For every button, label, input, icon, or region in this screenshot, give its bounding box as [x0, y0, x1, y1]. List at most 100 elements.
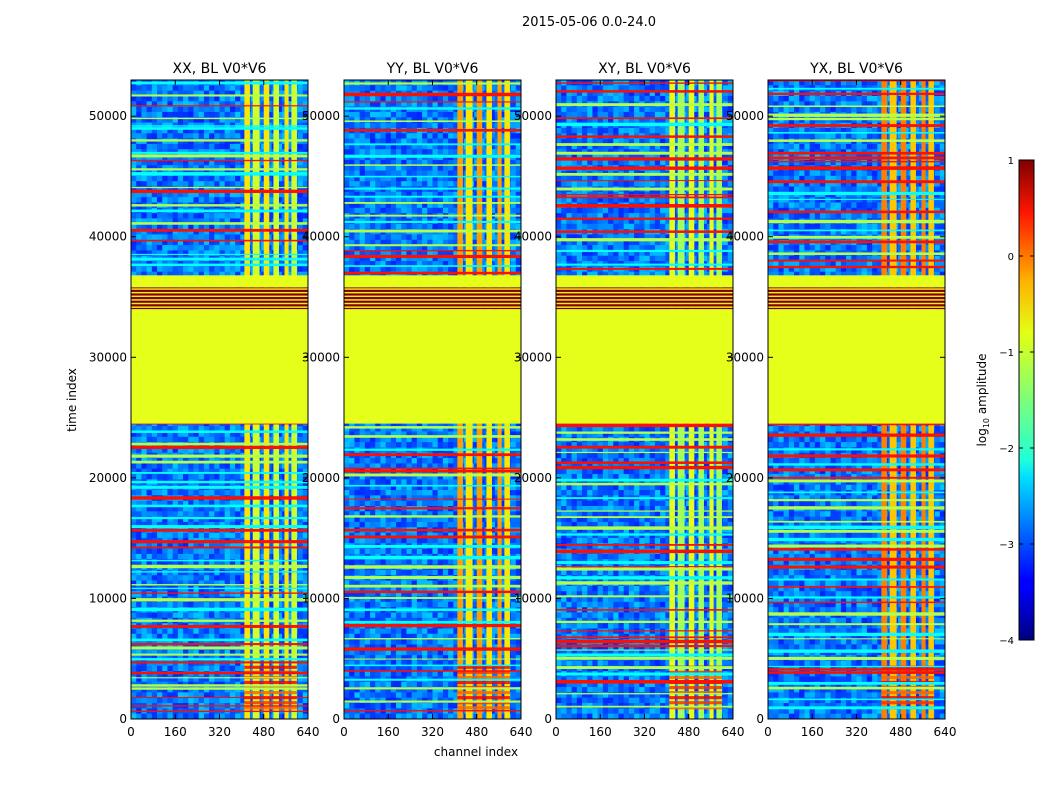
- noise-cell: [193, 665, 200, 672]
- noise-cell: [437, 181, 444, 188]
- noise-cell: [136, 655, 143, 662]
- noise-cell: [354, 197, 361, 204]
- noise-cell: [276, 521, 283, 528]
- noise-cell: [172, 500, 179, 507]
- noise-cell: [151, 548, 158, 555]
- noise-cell: [229, 191, 236, 198]
- noise-cell: [188, 548, 195, 555]
- noise-cell: [209, 516, 215, 523]
- noise-cell: [193, 447, 200, 454]
- noise-cell: [167, 234, 174, 241]
- noise-cell: [214, 218, 221, 225]
- noise-cell: [229, 655, 236, 662]
- noise-cell: [209, 213, 215, 220]
- noise-cell: [188, 127, 195, 134]
- noise-cell: [172, 532, 179, 539]
- flagged-row-line: [131, 117, 308, 120]
- flagged-row-line: [131, 94, 308, 97]
- noise-cell: [151, 580, 158, 587]
- noise-cell: [193, 628, 200, 635]
- noise-cell: [229, 127, 236, 134]
- noise-cell: [240, 559, 247, 566]
- noise-cell: [141, 271, 148, 278]
- noise-cell: [297, 229, 304, 236]
- noise-cell: [510, 143, 517, 150]
- noise-cell: [224, 639, 231, 646]
- noise-cell: [209, 250, 215, 257]
- noise-cell: [297, 213, 304, 220]
- noise-cell: [172, 516, 179, 523]
- noise-cell: [146, 468, 153, 475]
- noise-cell: [198, 713, 205, 719]
- noise-cell: [302, 697, 308, 704]
- noise-cell: [151, 266, 158, 273]
- noise-cell: [188, 580, 195, 587]
- noise-cell: [193, 250, 200, 257]
- noise-cell: [157, 692, 163, 699]
- noise-cell: [198, 569, 205, 576]
- noise-cell: [390, 149, 397, 156]
- noise-cell: [489, 138, 496, 145]
- noise-cell: [276, 234, 283, 241]
- noise-cell: [344, 111, 350, 118]
- noise-cell: [214, 197, 221, 204]
- noise-cell: [162, 85, 169, 92]
- noise-cell: [136, 569, 143, 576]
- noise-cell: [131, 218, 137, 225]
- noise-cell: [162, 101, 169, 108]
- noise-cell: [198, 197, 205, 204]
- flag-range-stripe: [131, 299, 308, 301]
- noise-cell: [188, 569, 195, 576]
- noise-cell: [344, 191, 350, 198]
- flagged-row-line: [131, 625, 308, 628]
- noise-cell: [214, 506, 221, 512]
- noise-cell: [141, 655, 148, 662]
- noise-cell: [172, 543, 179, 550]
- noise-cell: [448, 159, 454, 166]
- noise-cell: [198, 676, 205, 683]
- noise-cell: [276, 697, 283, 704]
- noise-cell: [224, 223, 231, 230]
- noise-cell: [193, 532, 200, 539]
- noise-cell: [198, 95, 205, 102]
- noise-cell: [302, 543, 308, 550]
- noise-cell: [396, 191, 402, 198]
- noise-cell: [172, 117, 179, 124]
- noise-cell: [276, 601, 283, 608]
- noise-cell: [422, 181, 428, 188]
- noise-cell: [141, 569, 148, 576]
- noise-cell: [203, 713, 210, 719]
- noise-cell: [209, 245, 215, 251]
- noise-cell: [198, 521, 205, 528]
- noise-cell: [219, 500, 226, 507]
- noise-cell: [240, 633, 247, 640]
- flagged-row-line: [131, 186, 308, 189]
- noise-cell: [198, 239, 205, 246]
- flag-range-stripe: [131, 306, 308, 308]
- noise-cell: [406, 165, 413, 172]
- noise-cell: [448, 133, 454, 140]
- noise-cell: [162, 516, 169, 523]
- noise-cell: [177, 117, 184, 124]
- noise-cell: [214, 191, 221, 198]
- noise-cell: [229, 468, 236, 475]
- noise-cell: [203, 665, 210, 672]
- noise-cell: [146, 543, 153, 550]
- noise-cell: [214, 266, 221, 273]
- noise-cell: [489, 95, 496, 102]
- noise-cell: [448, 85, 454, 92]
- x-tick-label: 0: [127, 725, 135, 739]
- noise-cell: [240, 500, 247, 507]
- noise-cell: [219, 271, 226, 278]
- flag-range-block: [131, 309, 308, 424]
- noise-cell: [349, 149, 356, 156]
- noise-cell: [287, 649, 293, 656]
- noise-cell: [359, 175, 366, 182]
- noise-cell: [193, 218, 200, 225]
- noise-cell: [510, 95, 517, 102]
- noise-cell: [214, 692, 221, 699]
- noise-cell: [136, 223, 143, 230]
- noise-cell: [287, 500, 293, 507]
- noise-cell: [297, 687, 304, 693]
- noise-cell: [209, 133, 215, 140]
